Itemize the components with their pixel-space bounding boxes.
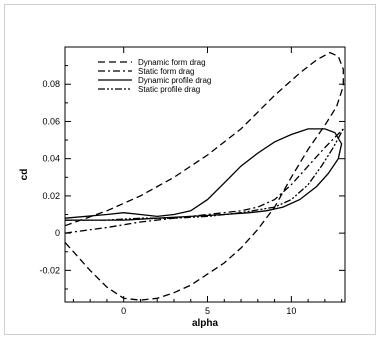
x-tick-label: 10 (286, 306, 296, 316)
y-axis-label: cd (19, 169, 30, 181)
y-tick-label: 0.06 (42, 116, 60, 126)
legend-label-static-profile-drag: Static profile drag (138, 85, 200, 94)
series-line-static-profile-drag (65, 128, 344, 221)
x-tick-label: 5 (205, 306, 210, 316)
x-tick-label: 0 (121, 306, 126, 316)
plot-border (64, 46, 346, 303)
y-tick-label: 0.02 (42, 191, 60, 201)
series-group (64, 51, 344, 301)
legend-label-static-form-drag: Static form drag (138, 67, 194, 76)
series-line-dynamic-form-drag (64, 51, 344, 301)
series-line-dynamic-profile-drag (64, 128, 343, 221)
legend-label-dynamic-profile-drag: Dynamic profile drag (138, 76, 211, 85)
y-tick-label: 0.08 (42, 79, 60, 89)
y-tick-label: 0 (55, 228, 60, 238)
drag-chart: 0 5 10 -0.02 0 0.02 0.04 0.06 0.08 Dynamic form … (19, 46, 346, 329)
legend-label-dynamic-form-drag: Dynamic form drag (138, 58, 206, 67)
x-axis-label: alpha (192, 318, 219, 329)
figure-frame: 0 5 10 -0.02 0 0.02 0.04 0.06 0.08 Dynamic form … (4, 4, 376, 335)
series-line-static-form-drag (64, 128, 344, 234)
y-tick-label: -0.02 (39, 265, 60, 275)
y-tick-label: 0.04 (42, 154, 60, 164)
axes: 0 5 10 -0.02 0 0.02 0.04 0.06 0.08 (39, 46, 346, 316)
